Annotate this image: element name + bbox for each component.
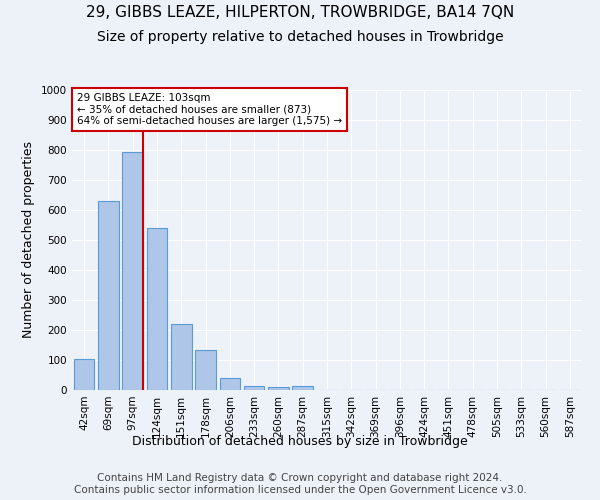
Bar (171, 324, 191, 390)
Text: 29 GIBBS LEAZE: 103sqm
← 35% of detached houses are smaller (873)
64% of semi-de: 29 GIBBS LEAZE: 103sqm ← 35% of detached… (77, 93, 342, 126)
Bar (268, 387, 289, 390)
Bar (146, 228, 167, 390)
Bar (244, 386, 265, 390)
Y-axis label: Number of detached properties: Number of detached properties (22, 142, 35, 338)
Text: Size of property relative to detached houses in Trowbridge: Size of property relative to detached ho… (97, 30, 503, 44)
Text: 29, GIBBS LEAZE, HILPERTON, TROWBRIDGE, BA14 7QN: 29, GIBBS LEAZE, HILPERTON, TROWBRIDGE, … (86, 5, 514, 20)
Bar (98, 201, 119, 390)
Bar (220, 378, 240, 390)
Text: Contains HM Land Registry data © Crown copyright and database right 2024.
Contai: Contains HM Land Registry data © Crown c… (74, 474, 526, 495)
Text: Distribution of detached houses by size in Trowbridge: Distribution of detached houses by size … (132, 435, 468, 448)
Bar (74, 358, 94, 390)
Bar (292, 386, 313, 390)
Bar (122, 152, 143, 390)
Bar (195, 350, 216, 390)
